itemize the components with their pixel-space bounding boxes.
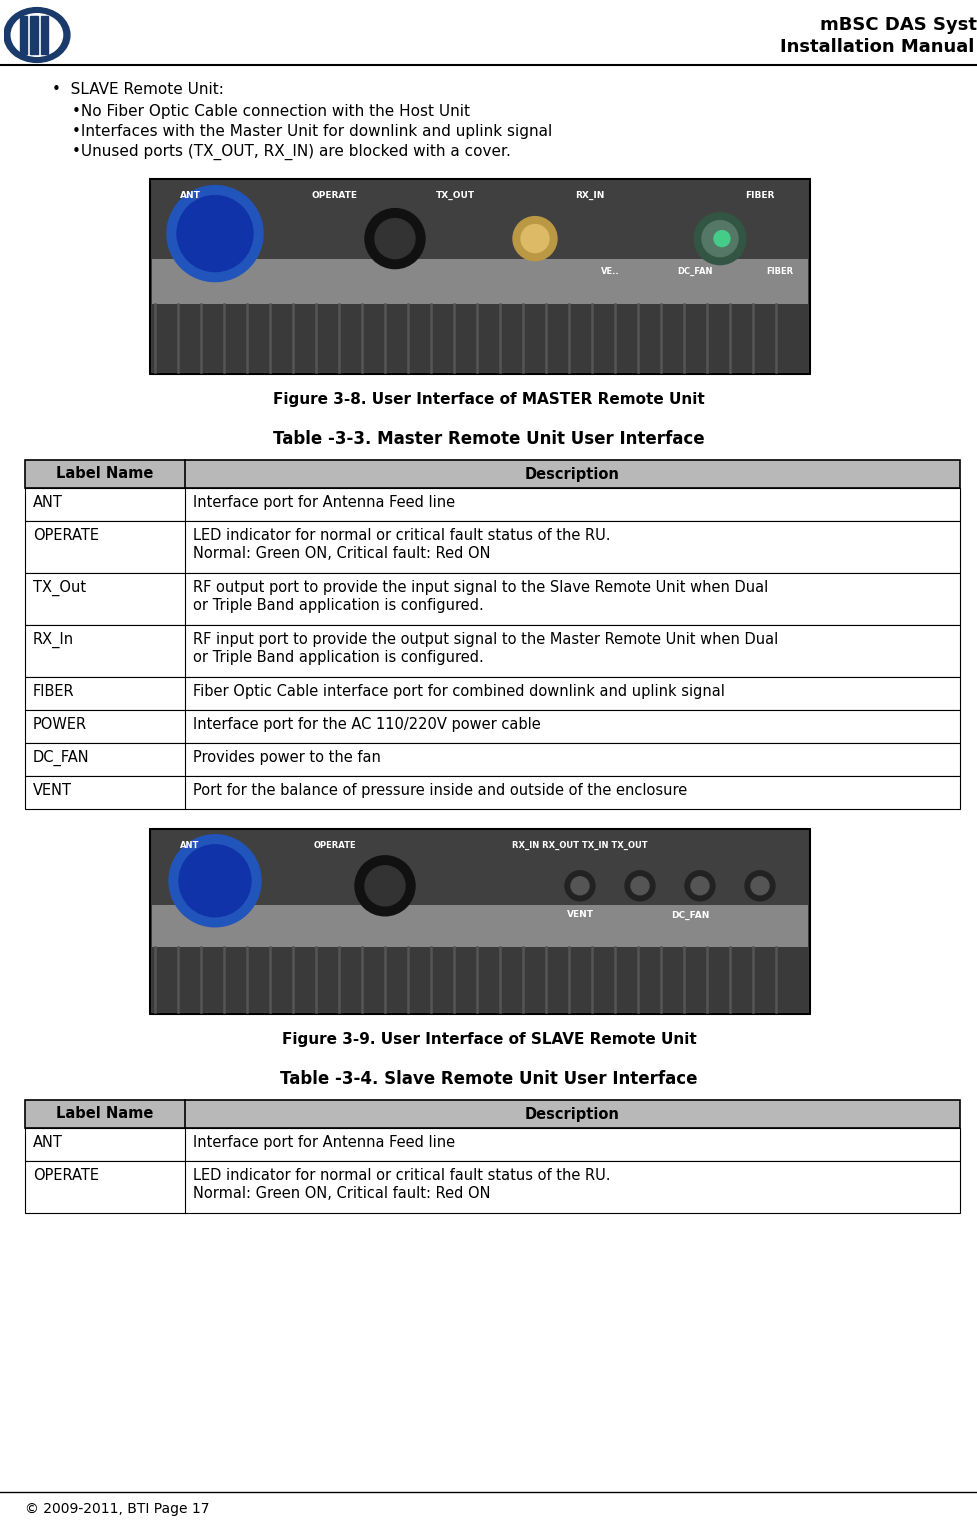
Bar xyxy=(25,572,959,626)
Text: © 2009-2011, BTI Page 17: © 2009-2011, BTI Page 17 xyxy=(25,1502,209,1516)
Text: Port for the balance of pressure inside and outside of the enclosure: Port for the balance of pressure inside … xyxy=(192,782,687,798)
Bar xyxy=(25,521,959,572)
Text: •Interfaces with the Master Unit for downlink and uplink signal: •Interfaces with the Master Unit for dow… xyxy=(72,123,552,139)
Text: FIBER: FIBER xyxy=(744,190,774,199)
Text: or Triple Band application is configured.: or Triple Band application is configured… xyxy=(192,598,484,613)
Bar xyxy=(151,304,807,371)
Circle shape xyxy=(684,871,714,901)
Bar xyxy=(151,904,807,1012)
Text: Interface port for Antenna Feed line: Interface port for Antenna Feed line xyxy=(192,1135,454,1151)
Text: RF output port to provide the input signal to the Slave Remote Unit when Dual: RF output port to provide the input sign… xyxy=(192,580,768,595)
Bar xyxy=(25,1128,959,1161)
Circle shape xyxy=(624,871,655,901)
Text: ANT: ANT xyxy=(180,842,199,849)
Bar xyxy=(25,677,959,709)
Text: Figure 3-8. User Interface of MASTER Remote Unit: Figure 3-8. User Interface of MASTER Rem… xyxy=(273,393,704,406)
Circle shape xyxy=(12,14,63,56)
Text: RX_IN: RX_IN xyxy=(574,190,604,199)
Text: RX_In: RX_In xyxy=(33,632,74,648)
Text: Interface port for the AC 110/220V power cable: Interface port for the AC 110/220V power… xyxy=(192,717,540,732)
Text: OPERATE: OPERATE xyxy=(312,190,358,199)
Text: Provides power to the fan: Provides power to the fan xyxy=(192,750,380,766)
Circle shape xyxy=(169,834,261,927)
Circle shape xyxy=(521,225,548,253)
Circle shape xyxy=(701,221,738,257)
Text: Label Name: Label Name xyxy=(57,467,153,481)
Circle shape xyxy=(177,196,253,271)
Text: POWER: POWER xyxy=(33,717,87,732)
Bar xyxy=(151,947,807,1012)
Circle shape xyxy=(355,855,414,916)
Bar xyxy=(25,626,959,677)
Bar xyxy=(30,15,37,55)
Text: or Triple Band application is configured.: or Triple Band application is configured… xyxy=(192,650,484,665)
Bar xyxy=(25,776,959,810)
Text: Description: Description xyxy=(524,467,618,481)
Bar xyxy=(25,743,959,776)
Circle shape xyxy=(744,871,774,901)
Text: OPERATE: OPERATE xyxy=(314,842,356,849)
Text: OPERATE: OPERATE xyxy=(33,1167,99,1183)
Text: Installation Manual Issue 3: Installation Manual Issue 3 xyxy=(780,38,977,56)
Bar xyxy=(25,460,959,489)
Text: DC_FAN: DC_FAN xyxy=(676,266,712,275)
Bar xyxy=(149,180,809,374)
Text: OPERATE: OPERATE xyxy=(33,528,99,543)
Circle shape xyxy=(364,209,425,268)
Circle shape xyxy=(571,877,588,895)
Text: Normal: Green ON, Critical fault: Red ON: Normal: Green ON, Critical fault: Red ON xyxy=(192,1186,490,1201)
Text: •Unused ports (TX_OUT, RX_IN) are blocked with a cover.: •Unused ports (TX_OUT, RX_IN) are blocke… xyxy=(72,145,510,160)
Circle shape xyxy=(513,216,557,260)
Text: DC_FAN: DC_FAN xyxy=(33,750,90,766)
Text: TX_OUT: TX_OUT xyxy=(435,190,474,199)
Text: FIBER: FIBER xyxy=(33,683,74,699)
Text: FIBER: FIBER xyxy=(766,266,792,275)
Bar xyxy=(40,15,48,55)
Text: LED indicator for normal or critical fault status of the RU.: LED indicator for normal or critical fau… xyxy=(192,1167,610,1183)
Circle shape xyxy=(630,877,649,895)
Circle shape xyxy=(750,877,768,895)
Text: •No Fiber Optic Cable connection with the Host Unit: •No Fiber Optic Cable connection with th… xyxy=(72,103,470,119)
Bar xyxy=(25,489,959,521)
Bar xyxy=(25,1161,959,1213)
Text: Label Name: Label Name xyxy=(57,1106,153,1122)
Circle shape xyxy=(565,871,594,901)
Circle shape xyxy=(691,877,708,895)
Text: Table -3-3. Master Remote Unit User Interface: Table -3-3. Master Remote Unit User Inte… xyxy=(273,431,704,447)
Text: Figure 3-9. User Interface of SLAVE Remote Unit: Figure 3-9. User Interface of SLAVE Remo… xyxy=(281,1032,696,1047)
Bar xyxy=(20,15,27,55)
Text: DC_FAN: DC_FAN xyxy=(670,910,708,919)
Text: VE..: VE.. xyxy=(600,266,618,275)
Text: LED indicator for normal or critical fault status of the RU.: LED indicator for normal or critical fau… xyxy=(192,528,610,543)
Circle shape xyxy=(364,866,404,906)
Bar xyxy=(25,1100,959,1128)
Bar xyxy=(151,259,807,371)
Text: mBSC DAS System: mBSC DAS System xyxy=(819,17,977,33)
Text: RX_IN RX_OUT TX_IN TX_OUT: RX_IN RX_OUT TX_IN TX_OUT xyxy=(512,842,647,851)
Circle shape xyxy=(694,213,745,265)
Text: TX_Out: TX_Out xyxy=(33,580,86,597)
Text: RF input port to provide the output signal to the Master Remote Unit when Dual: RF input port to provide the output sign… xyxy=(192,632,778,647)
Text: ANT: ANT xyxy=(180,190,200,199)
Circle shape xyxy=(4,8,70,62)
Text: ANT: ANT xyxy=(33,495,63,510)
Bar xyxy=(149,829,809,1014)
Text: Description: Description xyxy=(524,1106,618,1122)
Circle shape xyxy=(179,845,251,916)
Text: VENT: VENT xyxy=(566,910,593,919)
Text: VENT: VENT xyxy=(33,782,72,798)
Text: •  SLAVE Remote Unit:: • SLAVE Remote Unit: xyxy=(52,82,224,97)
Text: Table -3-4. Slave Remote Unit User Interface: Table -3-4. Slave Remote Unit User Inter… xyxy=(280,1070,697,1088)
Circle shape xyxy=(713,231,729,247)
Text: Normal: Green ON, Critical fault: Red ON: Normal: Green ON, Critical fault: Red ON xyxy=(192,546,490,562)
Circle shape xyxy=(167,186,263,282)
Text: Fiber Optic Cable interface port for combined downlink and uplink signal: Fiber Optic Cable interface port for com… xyxy=(192,683,724,699)
Bar xyxy=(25,709,959,743)
Circle shape xyxy=(374,219,414,259)
Text: ANT: ANT xyxy=(33,1135,63,1151)
Text: Interface port for Antenna Feed line: Interface port for Antenna Feed line xyxy=(192,495,454,510)
